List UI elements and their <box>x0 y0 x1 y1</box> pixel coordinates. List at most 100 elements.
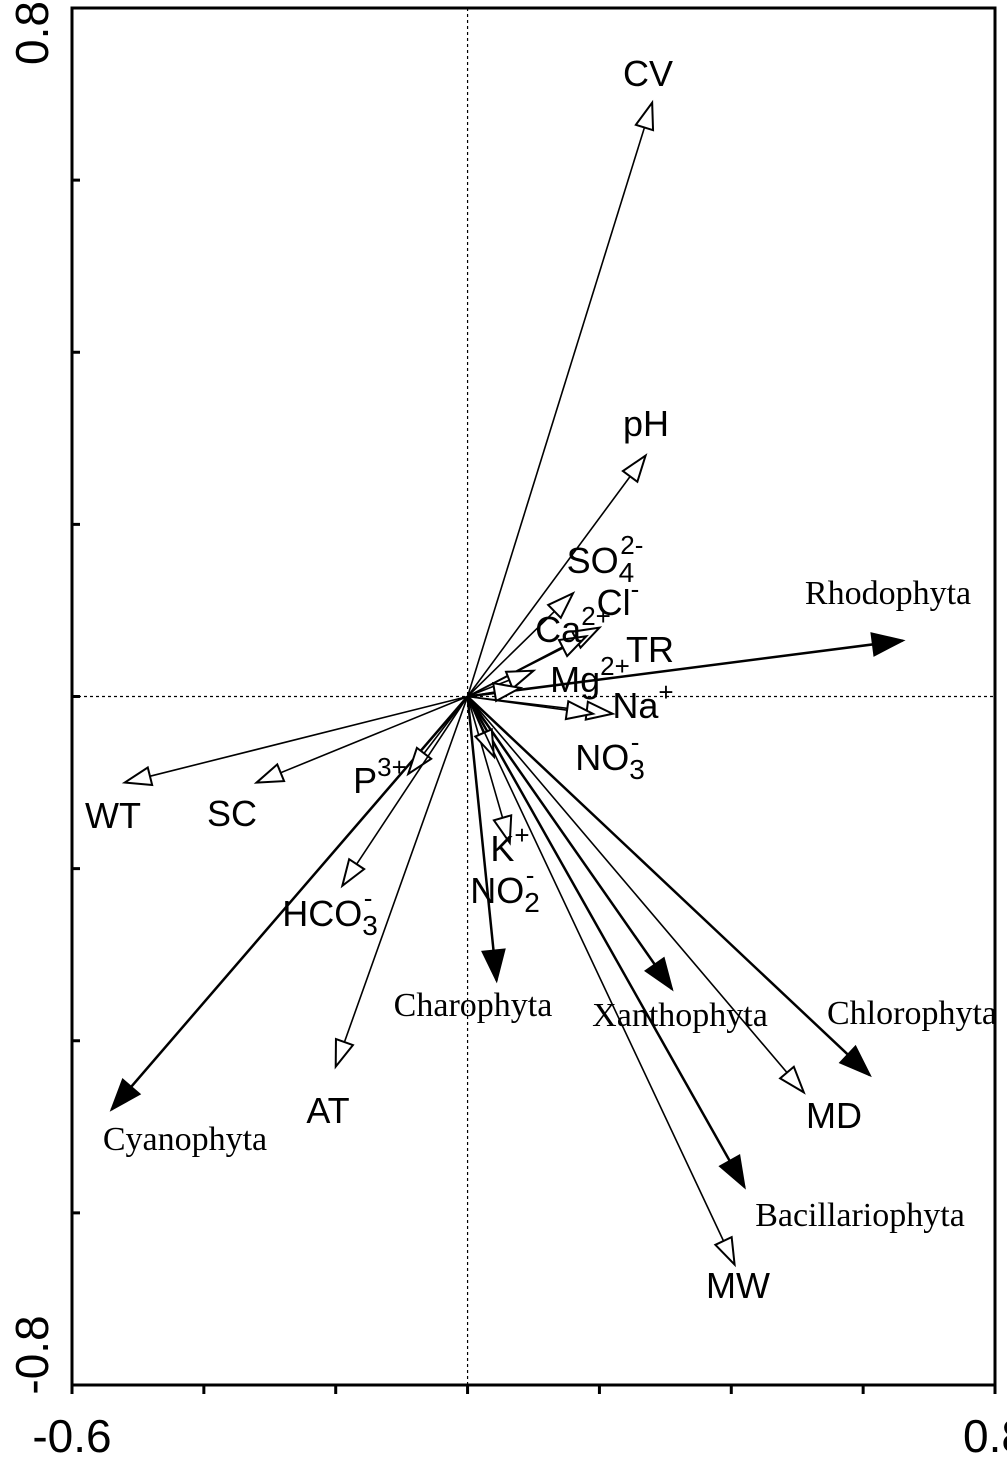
label-sup: - <box>364 883 373 913</box>
vector-label: pH <box>623 403 669 444</box>
vector-label: MW <box>706 1265 770 1306</box>
arrow-head <box>546 591 576 620</box>
label-sub: 3 <box>362 910 378 941</box>
vector <box>256 695 468 784</box>
label-text: P <box>353 760 377 801</box>
vector <box>466 695 673 990</box>
label-text: Ca <box>535 609 582 650</box>
y-tick-label: 0.8 <box>6 1 58 65</box>
arrow-head <box>492 813 513 846</box>
label-text: Xanthophyta <box>592 997 768 1034</box>
arrow-head <box>564 699 596 721</box>
vector <box>466 696 498 981</box>
label-sup: 2- <box>620 530 643 560</box>
vector <box>466 455 647 697</box>
label-sup: - <box>631 727 640 757</box>
arrow-head <box>340 857 366 889</box>
vector <box>466 696 736 1265</box>
label-sup: - <box>526 860 535 890</box>
label-text: TR <box>626 629 674 670</box>
vector <box>466 695 805 1093</box>
arrow-head <box>473 727 496 760</box>
label-text: HCO <box>282 893 362 934</box>
label-text: AT <box>306 1090 349 1131</box>
label-text: NO <box>470 870 524 911</box>
arrow-head <box>334 1037 355 1070</box>
vector-label: CV <box>623 53 673 94</box>
arrow-head <box>778 1065 806 1095</box>
arrow-head <box>584 700 616 721</box>
vector-label: P3+ <box>353 752 407 801</box>
label-sup: 3+ <box>377 752 407 782</box>
vector-label: TR <box>626 629 674 670</box>
vector-label: NO3- <box>575 727 645 786</box>
label-text: Chlorophyta <box>827 995 997 1032</box>
vector-label: K+ <box>490 820 529 869</box>
vector-label: Cyanophyta <box>103 1121 267 1158</box>
label-sub: 3 <box>629 754 645 785</box>
vector <box>341 696 469 887</box>
vector-label: Mg2+ <box>550 651 630 700</box>
label-text: Cl <box>597 582 631 623</box>
y-tick-label: -0.8 <box>6 1315 58 1394</box>
vector-label: HCO3- <box>282 883 378 942</box>
label-text: SO <box>567 540 619 581</box>
label-text: Na <box>612 685 659 726</box>
vector <box>466 102 653 697</box>
vector <box>110 695 469 1111</box>
label-sub: 4 <box>619 557 635 588</box>
vector-label: Chlorophyta <box>827 995 997 1032</box>
label-text: MD <box>806 1095 862 1136</box>
label-text: Charophyta <box>394 987 553 1024</box>
vector <box>334 696 469 1067</box>
arrow-head <box>634 99 655 132</box>
label-sup: - <box>631 574 640 604</box>
label-sup: 2+ <box>600 651 630 681</box>
label-sup: 2+ <box>581 601 611 631</box>
arrow-head <box>870 632 906 657</box>
label-text: CV <box>623 53 673 94</box>
arrow-head <box>109 1078 142 1112</box>
vector-label: Rhodophyta <box>805 575 971 612</box>
label-text: Cyanophyta <box>103 1121 267 1158</box>
arrow-head <box>718 1153 746 1190</box>
label-text: NO <box>575 737 629 778</box>
vector <box>124 695 468 784</box>
arrow-head <box>406 746 433 777</box>
vector-label: Bacillariophyta <box>755 1197 965 1234</box>
label-text: K <box>490 828 514 869</box>
vector-label: Cl- <box>597 574 640 623</box>
x-tick-label: 0.8 <box>963 1410 1007 1462</box>
vector-label: Xanthophyta <box>592 997 768 1034</box>
label-text: Mg <box>550 659 600 700</box>
vector <box>467 639 903 698</box>
arrow-head <box>481 948 506 984</box>
vector-label: AT <box>306 1090 349 1131</box>
vector-label: Charophyta <box>394 987 553 1024</box>
arrow-head <box>504 669 537 691</box>
arrow-head <box>491 681 524 703</box>
arrow-head <box>713 1235 736 1268</box>
label-text: pH <box>623 403 669 444</box>
vector-label: Ca2+ <box>535 601 611 650</box>
arrow-head <box>557 634 589 658</box>
arrow-head <box>621 453 648 484</box>
arrow-head <box>121 765 154 787</box>
vector-label: WT <box>85 795 141 836</box>
vector-label: Na+ <box>612 677 673 726</box>
label-sup: + <box>658 677 673 707</box>
label-text: MW <box>706 1265 770 1306</box>
vector <box>466 695 746 1188</box>
label-text: Rhodophyta <box>805 575 971 612</box>
label-sub: 2 <box>524 887 540 918</box>
label-text: Bacillariophyta <box>755 1197 965 1234</box>
vector-label: MD <box>806 1095 862 1136</box>
vector-label: NO2- <box>470 860 540 919</box>
arrow-head <box>253 762 286 784</box>
arrow-head <box>838 1044 872 1078</box>
x-tick-label: -0.6 <box>32 1410 111 1462</box>
vector <box>466 695 871 1077</box>
vector-label: SC <box>207 793 257 834</box>
vector-label: SO42- <box>567 530 644 589</box>
